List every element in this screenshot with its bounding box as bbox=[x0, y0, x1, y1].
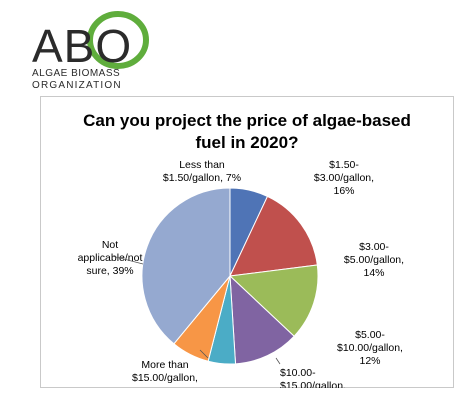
pie-slice-4 bbox=[229, 274, 295, 365]
slice-label-line: $10.00- bbox=[280, 367, 316, 379]
slice-label-line: $5.00/gallon, bbox=[344, 254, 404, 266]
slice-label-line: 14% bbox=[363, 267, 384, 279]
slice-label-line: $3.00- bbox=[359, 241, 389, 253]
slice-label-3: $3.00-$5.00/gallon, 14% bbox=[344, 241, 404, 279]
pie-slice-2 bbox=[229, 195, 318, 277]
slice-label-7: Not applicable/not sure, 39% bbox=[78, 239, 143, 277]
slice-label-line: $1.50/gallon, 7% bbox=[163, 172, 241, 184]
slice-label-line: $10.00/gallon, bbox=[337, 342, 403, 354]
slice-label-line: $15.00/gallon, bbox=[280, 380, 346, 388]
slice-label-6: More than $15.00/gallon, bbox=[132, 359, 198, 384]
chart-title-line-2: fuel in 2020? bbox=[196, 133, 299, 152]
leader-line-2 bbox=[275, 357, 281, 365]
slice-label-4: $5.00-$10.00/gallon, 12% bbox=[337, 329, 403, 367]
pie-slices bbox=[141, 187, 319, 365]
slice-label-line: 12% bbox=[359, 355, 380, 367]
slice-labels: Less than $1.50/gallon, 7% $1.50-$3.00/gal… bbox=[78, 159, 404, 388]
pie-slice-3 bbox=[228, 264, 319, 337]
pie-slice-7 bbox=[141, 187, 231, 345]
slice-label-5: $10.00-$15.00/gallon, bbox=[280, 367, 346, 388]
slice-label-line: 16% bbox=[333, 185, 354, 197]
leader-line-1 bbox=[111, 255, 144, 265]
slice-label-line: $15.00/gallon, bbox=[132, 372, 198, 384]
slice-label-line: applicable/not bbox=[78, 252, 143, 264]
chart-title-line-1: Can you project the price of algae-based bbox=[83, 111, 411, 130]
logo-line2: ORGANIZATION bbox=[32, 80, 122, 90]
slice-label-line: Less than bbox=[179, 159, 225, 171]
slice-label-line: $1.50- bbox=[329, 159, 359, 171]
slice-label-line: $3.00/gallon, bbox=[314, 172, 374, 184]
logo-ring bbox=[87, 11, 149, 69]
slice-label-line: Not bbox=[102, 239, 118, 251]
slice-label-2: $1.50-$3.00/gallon, 16% bbox=[314, 159, 374, 197]
abo-logo: ABO ALGAE BIOMASS ORGANIZATION bbox=[32, 11, 149, 90]
logo-line1: ALGAE BIOMASS bbox=[32, 68, 120, 79]
logo-letters: ABO bbox=[32, 20, 132, 72]
slice-label-line: $5.00- bbox=[355, 329, 385, 341]
leader-line-3 bbox=[199, 349, 209, 359]
pie-chart: Can you project the price of algae-based… bbox=[78, 111, 411, 388]
slice-label-1: Less than $1.50/gallon, 7% bbox=[163, 159, 241, 184]
slice-label-line: More than bbox=[141, 359, 188, 371]
slice-label-line: sure, 39% bbox=[86, 265, 133, 277]
